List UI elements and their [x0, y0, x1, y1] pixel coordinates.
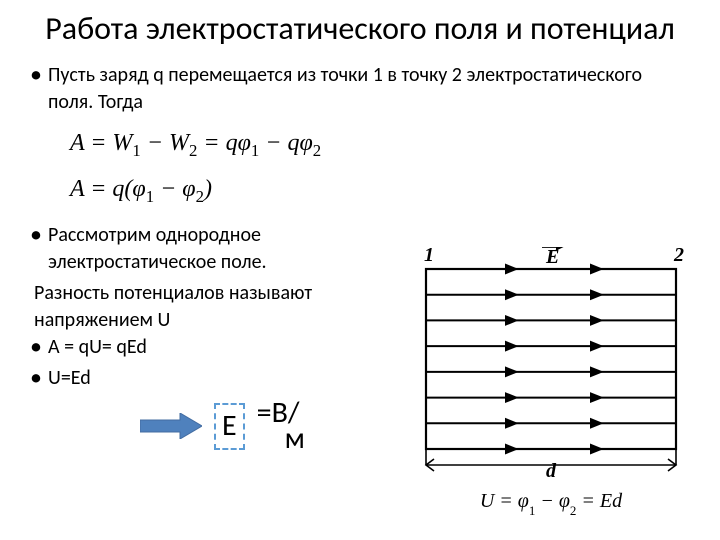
svg-text:U = φ1 − φ2 = Ed: U = φ1 − φ2 = Ed	[480, 490, 623, 517]
unit-m: м	[285, 424, 305, 454]
svg-text:2: 2	[673, 247, 684, 266]
thick-arrow-icon	[140, 413, 202, 439]
bullet-dot: •	[30, 62, 48, 88]
field-diagram: 1 2 E d U = φ1 − φ2 = Ed	[406, 247, 696, 517]
unit-text: =В/ м	[257, 398, 305, 454]
svg-text:d: d	[546, 460, 557, 482]
bullet-dot: •	[30, 365, 48, 391]
formula-2: A = q(φ1 − φ2)	[70, 168, 690, 212]
boxed-E: E	[214, 403, 245, 450]
plain-line-voltage: Разность потенциалов называют напряжение…	[34, 280, 394, 334]
slide-title: Работа электростатического поля и потенц…	[0, 0, 720, 62]
svg-text:1: 1	[424, 247, 434, 266]
bullet-dot: •	[30, 222, 48, 248]
bullet-2-text: Рассмотрим однородное электростатическое…	[48, 222, 390, 276]
formula-block: A = W1 − W2 = qφ1 − qφ2 A = q(φ1 − φ2)	[70, 122, 690, 212]
formula-1: A = W1 − W2 = qφ1 − qφ2	[70, 122, 690, 166]
bullet-2: • Рассмотрим однородное электростатическ…	[30, 222, 390, 276]
bullet-1: • Пусть заряд q перемещается из точки 1 …	[30, 62, 690, 116]
bullet-1-text: Пусть заряд q перемещается из точки 1 в …	[48, 62, 690, 116]
bullet-dot: •	[30, 334, 48, 360]
